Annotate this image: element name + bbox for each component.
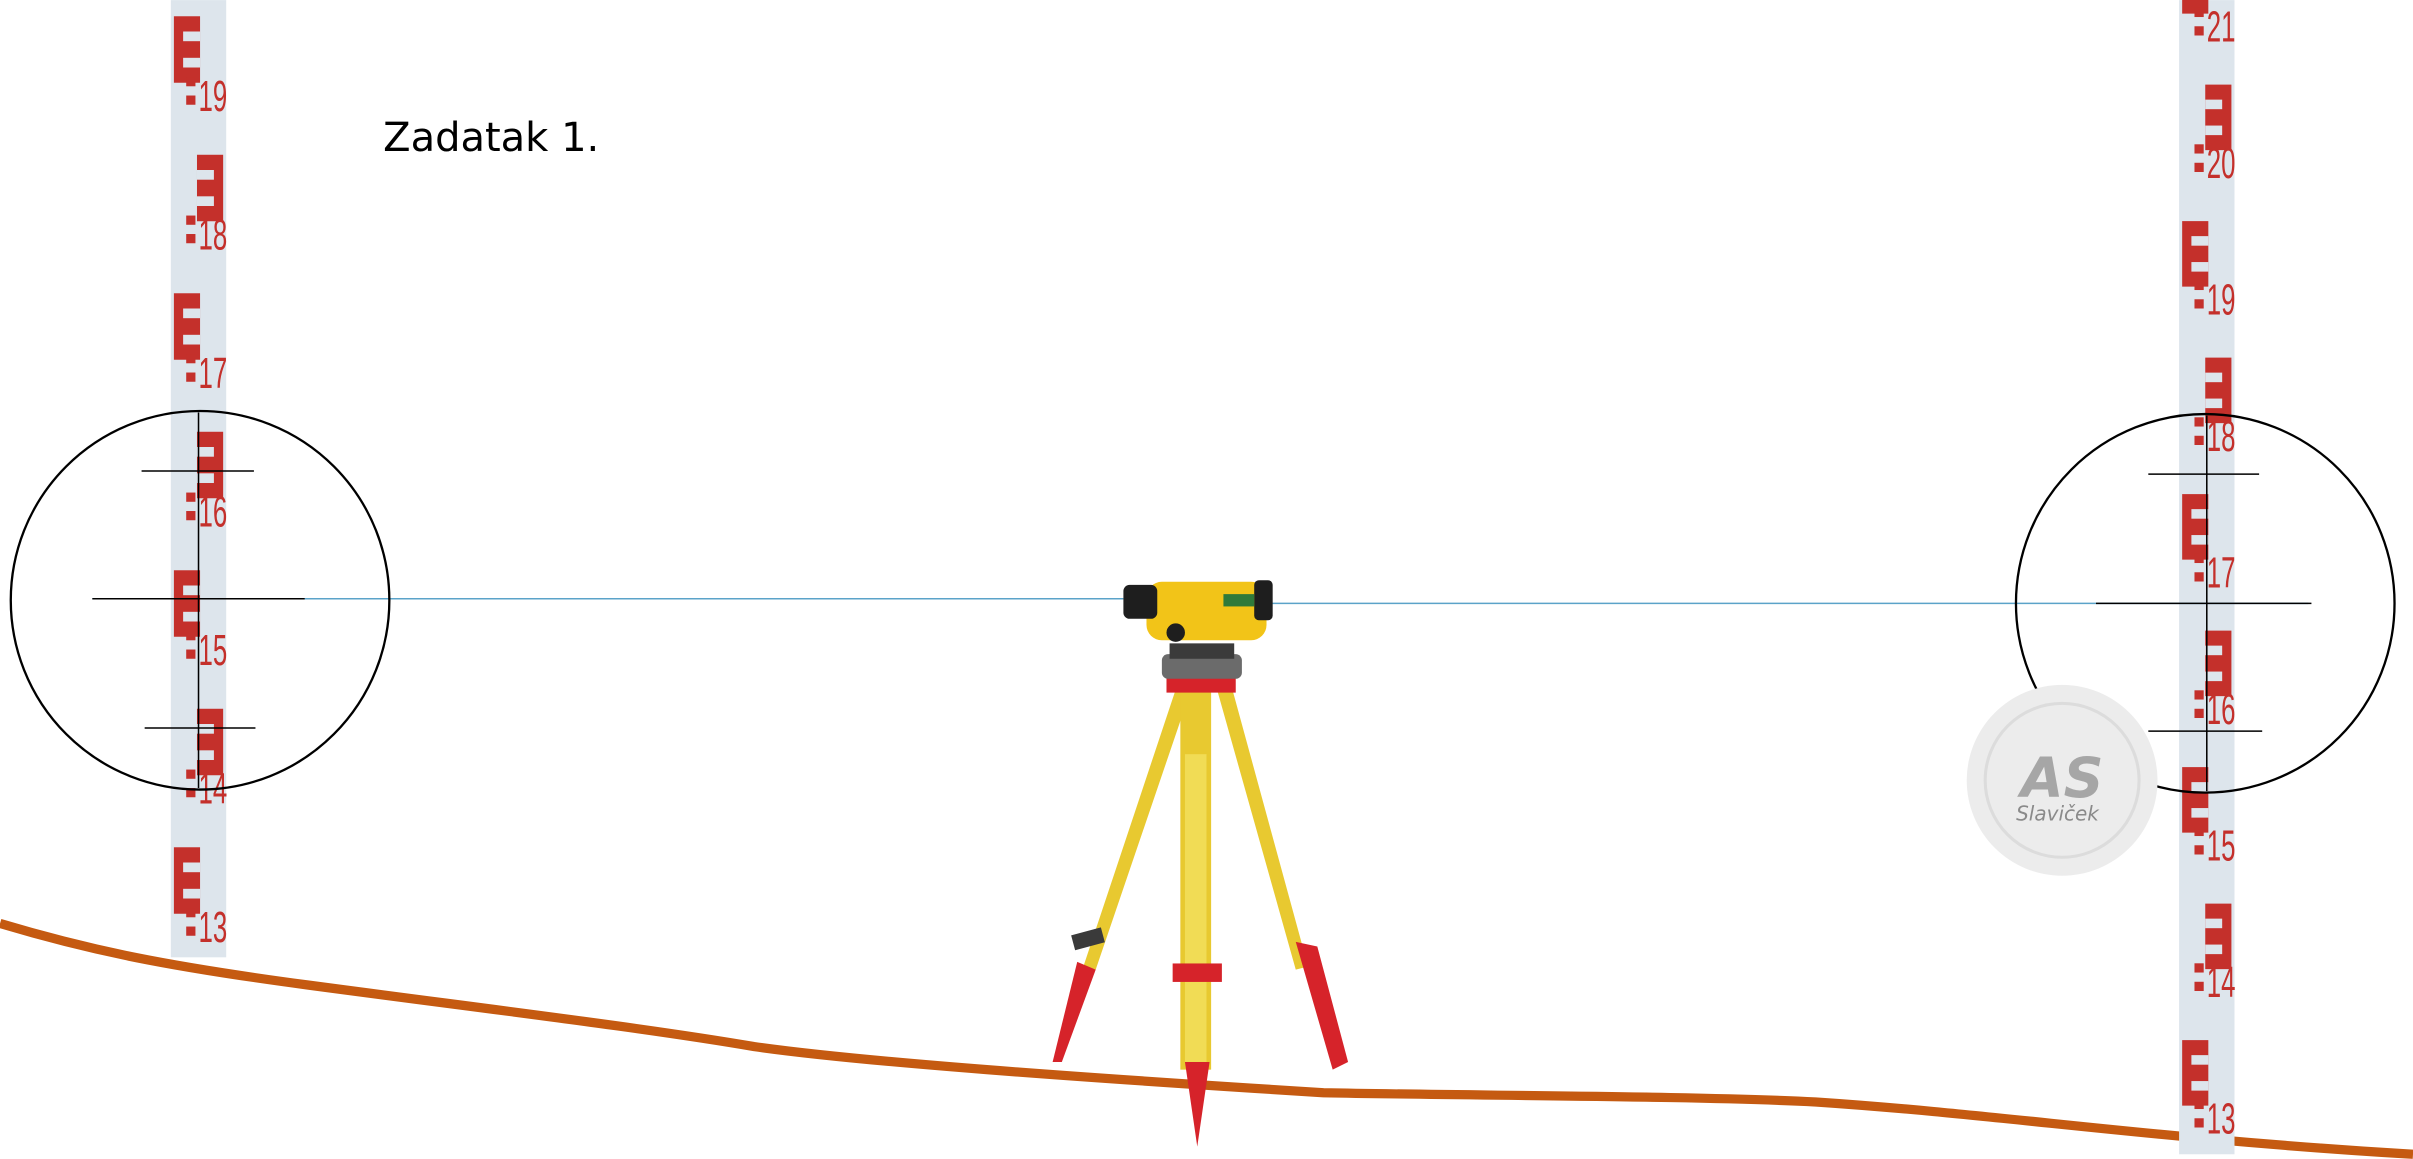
rod-dot: [186, 216, 195, 225]
rod-dot: [2194, 845, 2203, 854]
rod-dot: [2194, 144, 2203, 153]
rod-label: 18: [2207, 412, 2236, 461]
rod-notch: [2205, 646, 2222, 656]
rod-label: 13: [2207, 1095, 2236, 1144]
rod-notch: [2191, 236, 2208, 246]
rod-dot: [186, 373, 195, 382]
rod-notch: [2205, 945, 2222, 955]
rod-dot: [2194, 299, 2203, 308]
rod-label: 21: [2207, 3, 2236, 52]
rod-dot: [2194, 436, 2203, 445]
rod-dot: [2194, 8, 2203, 17]
rod-dot: [186, 650, 195, 659]
rod-notch: [2205, 373, 2222, 383]
rod-dot: [186, 770, 195, 779]
rod-dot: [186, 77, 195, 86]
rod-dot: [2194, 709, 2203, 718]
rod-notch: [2191, 782, 2208, 792]
rod-notch: [197, 473, 214, 483]
rod-notch: [183, 863, 200, 873]
rod-dot: [2194, 1100, 2203, 1109]
rod-notch: [183, 889, 200, 899]
rod-label: 20: [2207, 139, 2236, 188]
rod-dot: [2194, 827, 2203, 836]
rod-label: 15: [199, 626, 228, 675]
level-instrument: [1123, 580, 1272, 678]
rod-notch: [2205, 100, 2222, 110]
rod-dot: [2194, 281, 2203, 290]
rod-label: 13: [199, 903, 228, 952]
rod-dot: [2194, 1118, 2203, 1127]
rod-block: [2182, 1040, 2208, 1106]
rod-dot: [186, 631, 195, 640]
rod-notch: [197, 196, 214, 206]
rod-notch: [2191, 1081, 2208, 1091]
rod-label: 15: [2207, 822, 2236, 871]
rod-notch: [2191, 509, 2208, 519]
rod-dot: [2194, 572, 2203, 581]
watermark: AS Slaviček: [1967, 685, 2158, 876]
rod-block: [174, 570, 200, 636]
rod-dot: [2194, 417, 2203, 426]
title: Zadatak 1.: [383, 115, 599, 161]
rod-dot: [186, 927, 195, 936]
rod-notch: [183, 335, 200, 345]
rod-dot: [186, 96, 195, 105]
rod-dot: [2194, 26, 2203, 35]
rod-label: 16: [199, 488, 228, 537]
rod-label: 16: [2207, 685, 2236, 734]
rod-dot: [186, 511, 195, 520]
rod-block: [174, 293, 200, 359]
rod-label: 18: [199, 211, 228, 260]
rod-label: 17: [199, 349, 228, 398]
rod-notch: [2191, 262, 2208, 272]
rod-dot: [2194, 963, 2203, 972]
rod-notch: [197, 750, 214, 760]
rod-block: [174, 847, 200, 913]
rod-label: 14: [2207, 958, 2236, 1007]
watermark-name: Slaviček: [2016, 801, 2100, 825]
rod-notch: [183, 612, 200, 622]
leveling-diagram: 19181716151413 212019181716151413 AS Sla…: [0, 0, 2413, 1159]
rod-block: [2182, 494, 2208, 560]
rod-dot: [186, 908, 195, 917]
rod-notch: [183, 58, 200, 68]
rod-label: 19: [199, 72, 228, 121]
rod-notch: [197, 447, 214, 457]
rod-notch: [2191, 808, 2208, 818]
rod-dot: [186, 354, 195, 363]
rod-notch: [2191, 535, 2208, 545]
rod-notch: [2191, 1055, 2208, 1065]
rod-notch: [197, 724, 214, 734]
rod-notch: [183, 308, 200, 318]
page: 19181716151413 212019181716151413 AS Sla…: [0, 0, 2413, 1159]
rod-dot: [186, 234, 195, 243]
rod-label: 19: [2207, 276, 2236, 325]
rod-label: 17: [2207, 549, 2236, 598]
rod-block: [2182, 767, 2208, 833]
rod-notch: [2205, 399, 2222, 409]
rod-block: [2182, 221, 2208, 287]
rod-notch: [2205, 672, 2222, 682]
rod-dot: [2194, 163, 2203, 172]
rod-notch: [2205, 919, 2222, 929]
rod-notch: [2205, 126, 2222, 136]
rod-dot: [186, 493, 195, 502]
rod-notch: [197, 170, 214, 180]
rod-dot: [2194, 982, 2203, 991]
rod-dot: [2194, 554, 2203, 563]
rod-dot: [2194, 690, 2203, 699]
rod-block: [174, 16, 200, 82]
rod-notch: [183, 31, 200, 41]
rod-notch: [183, 586, 200, 596]
